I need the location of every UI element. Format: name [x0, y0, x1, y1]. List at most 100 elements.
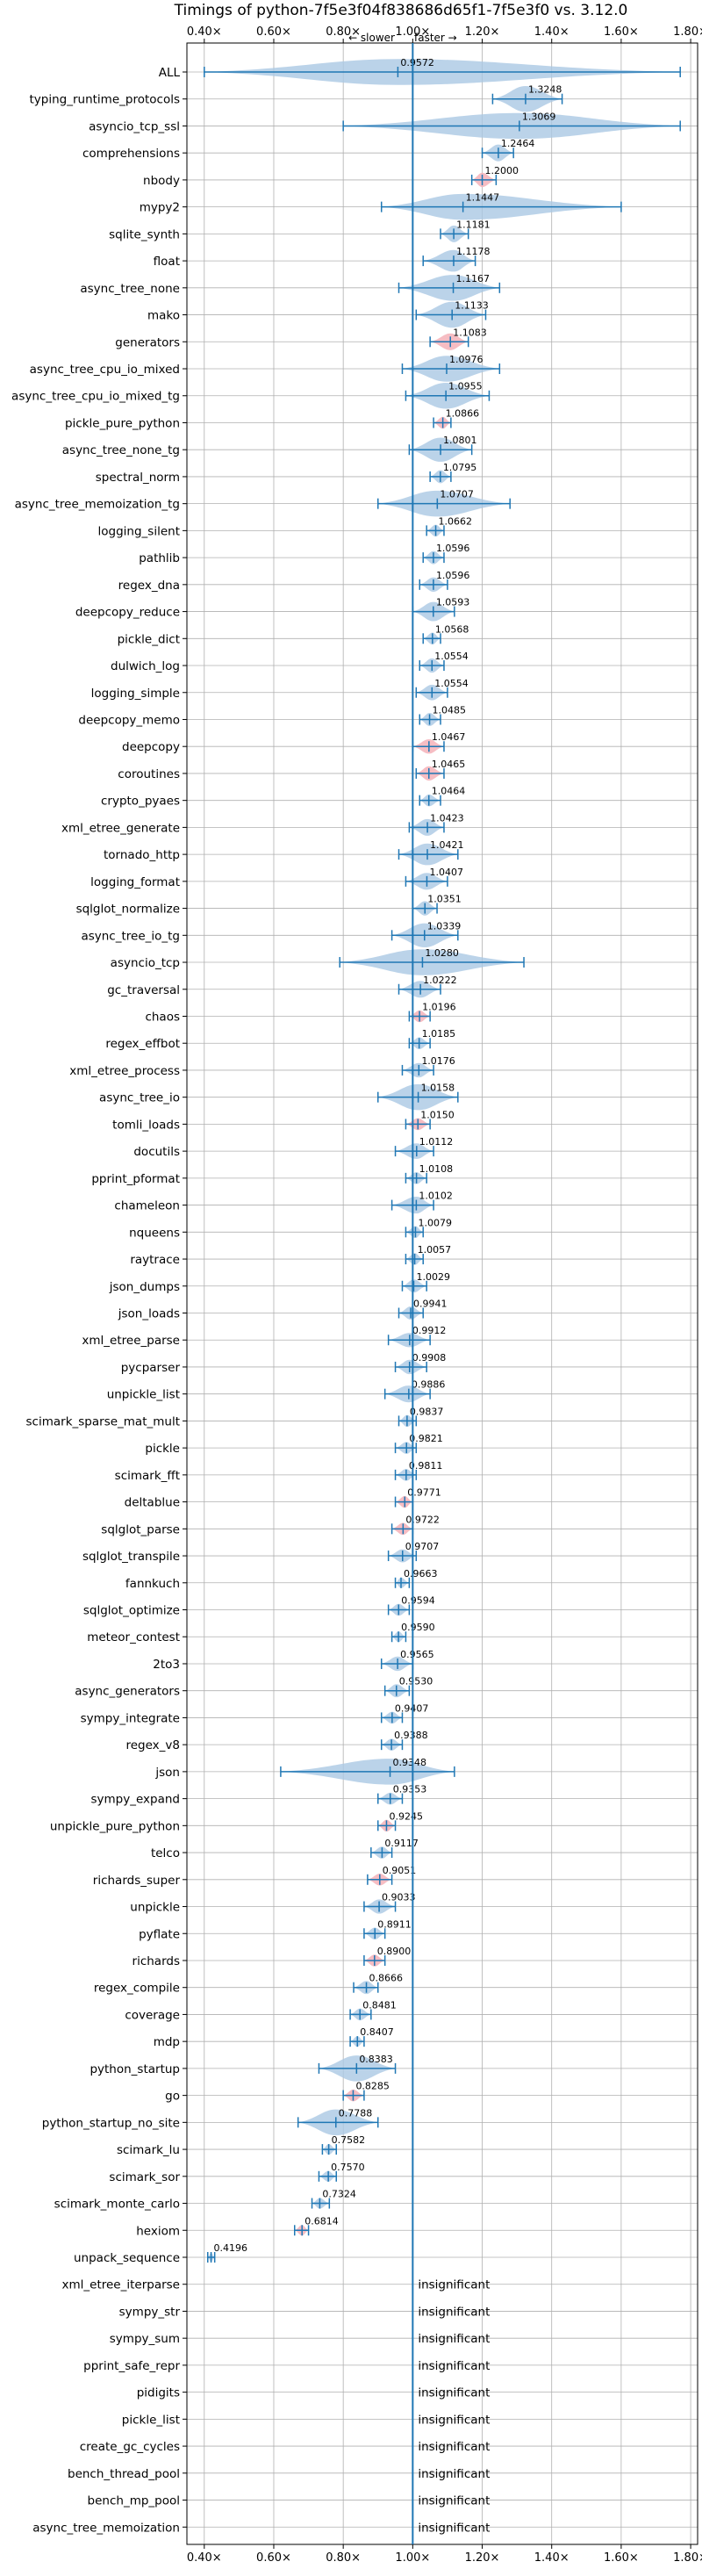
benchmark-label: async_tree_memoization: [32, 2521, 180, 2535]
benchmark-label: python_startup: [90, 2062, 180, 2076]
value-label: 1.0554: [434, 678, 469, 689]
benchmark-label: dulwich_log: [111, 659, 180, 673]
insignificant-label: insignificant: [418, 2305, 490, 2319]
x-tick-label-bottom: 1.40×: [534, 2551, 569, 2565]
value-label: 1.0222: [423, 975, 457, 986]
benchmark-label: coroutines: [118, 767, 180, 781]
benchmark-label: logging_simple: [91, 687, 180, 701]
x-tick-label-bottom: 0.40×: [187, 2551, 222, 2565]
value-label: 0.7582: [332, 2134, 366, 2146]
x-tick-label-top: 1.40×: [534, 25, 569, 39]
benchmark-label: scimark_fft: [115, 1469, 180, 1483]
insignificant-label: insignificant: [418, 2278, 490, 2292]
value-label: 1.0280: [425, 947, 458, 959]
benchmark-label: mypy2: [140, 201, 180, 215]
value-label: 0.9771: [407, 1487, 441, 1499]
benchmark-label: pprint_pformat: [91, 1172, 180, 1186]
value-label: 0.9388: [394, 1730, 428, 1741]
value-label: 1.1178: [456, 246, 491, 257]
benchmark-label: go: [165, 2090, 180, 2104]
benchmark-label: chaos: [145, 1010, 180, 1024]
benchmark-label: async_tree_memoization_tg: [15, 498, 180, 512]
value-label: 1.0707: [440, 489, 474, 500]
benchmark-label: unpickle_list: [107, 1388, 180, 1402]
value-label: 0.9811: [409, 1460, 443, 1471]
benchmark-label: json_loads: [118, 1307, 180, 1321]
benchmark-label: unpack_sequence: [74, 2251, 180, 2265]
value-label: 1.0176: [421, 1055, 455, 1067]
faster-label: faster →: [414, 32, 457, 44]
value-label: 0.8383: [359, 2054, 393, 2065]
value-label: 1.1447: [466, 192, 500, 204]
benchmark-label: unpickle: [130, 1901, 180, 1915]
insignificant-label: insignificant: [418, 2413, 490, 2427]
value-label: 1.0421: [430, 839, 464, 851]
benchmark-label: docutils: [133, 1145, 180, 1159]
benchmark-label: regex_v8: [125, 1738, 180, 1752]
value-label: 1.3069: [522, 111, 556, 122]
benchmark-label: sympy_str: [119, 2305, 181, 2319]
benchmark-label: async_tree_cpu_io_mixed_tg: [11, 390, 180, 404]
benchmark-label: scimark_sor: [109, 2170, 180, 2184]
benchmark-label: scimark_lu: [117, 2143, 180, 2157]
value-label: 0.9033: [382, 1892, 416, 1903]
x-tick-label-top: 0.60×: [256, 25, 291, 39]
benchmark-label: meteor_contest: [87, 1630, 180, 1644]
benchmark-label: nbody: [143, 174, 180, 188]
benchmark-label: crypto_pyaes: [101, 795, 180, 809]
value-label: 1.0596: [436, 543, 470, 554]
value-label: 0.9837: [410, 1406, 444, 1417]
value-label: 0.9245: [389, 1810, 423, 1822]
benchmark-label: xml_etree_generate: [61, 821, 180, 835]
benchmark-label: async_tree_none: [80, 282, 180, 296]
benchmark-label: regex_compile: [94, 1982, 180, 1996]
value-label: 1.0029: [416, 1271, 450, 1283]
value-label: 0.9707: [405, 1541, 440, 1552]
benchmark-label: sympy_sum: [110, 2332, 180, 2346]
benchmark-label: sqlglot_normalize: [76, 903, 180, 917]
marks-layer: 0.9572 1.3248 1.3069 1.2464 1.2000 1.1447 1.11…: [204, 57, 681, 2535]
x-tick-label-top: 1.80×: [673, 25, 702, 39]
value-label: 1.0593: [436, 597, 470, 608]
benchmark-label: xml_etree_process: [69, 1064, 180, 1078]
insignificant-label: insignificant: [418, 2521, 490, 2535]
value-label: 0.9051: [383, 1865, 417, 1876]
chart-title: Timings of python-7f5e3f04f838686d65f1-7…: [174, 2, 628, 19]
value-label: 1.0079: [418, 1217, 452, 1228]
value-label: 0.9663: [404, 1568, 438, 1579]
benchmark-label: bench_mp_pool: [88, 2494, 180, 2508]
insignificant-label: insignificant: [418, 2386, 490, 2400]
benchmark-label: mdp: [154, 2035, 180, 2049]
value-label: 0.9407: [395, 1702, 429, 1714]
insignificant-label: insignificant: [418, 2467, 490, 2481]
x-tick-label-top: 1.20×: [465, 25, 500, 39]
value-label: 1.0339: [427, 920, 461, 932]
value-label: 0.9594: [401, 1595, 435, 1607]
x-tick-label-bottom: 1.20×: [465, 2551, 500, 2565]
benchmark-label: bench_thread_pool: [68, 2467, 180, 2481]
benchmark-label: mako: [147, 309, 180, 323]
value-label: 1.0554: [434, 651, 469, 662]
x-tick-label-bottom: 1.00×: [395, 2551, 430, 2565]
benchmark-label: pprint_safe_repr: [83, 2359, 180, 2373]
benchmark-label: spectral_norm: [96, 471, 180, 485]
value-label: 1.0423: [430, 812, 464, 824]
benchmark-label: pathlib: [139, 551, 180, 565]
value-label: 1.0102: [419, 1191, 453, 1202]
value-label: 0.8911: [377, 1918, 412, 1930]
value-label: 0.9353: [393, 1784, 427, 1795]
value-label: 1.0150: [420, 1109, 455, 1120]
value-label: 1.2464: [501, 138, 535, 149]
value-label: 0.9530: [399, 1676, 433, 1687]
value-label: 1.0464: [432, 786, 465, 797]
benchmark-label: deepcopy_reduce: [75, 606, 180, 620]
x-tick-label-bottom: 1.60×: [604, 2551, 639, 2565]
value-label: 0.9886: [412, 1379, 446, 1391]
value-label: 1.0185: [422, 1028, 455, 1040]
x-tick-label-top: 1.00×: [395, 25, 430, 39]
value-label: 0.9941: [413, 1299, 448, 1310]
benchmark-label: regex_effbot: [105, 1037, 180, 1051]
value-label: 1.0596: [436, 570, 470, 581]
benchmark-label: scimark_monte_carlo: [54, 2198, 180, 2212]
benchmark-label: async_tree_cpu_io_mixed: [30, 363, 180, 377]
